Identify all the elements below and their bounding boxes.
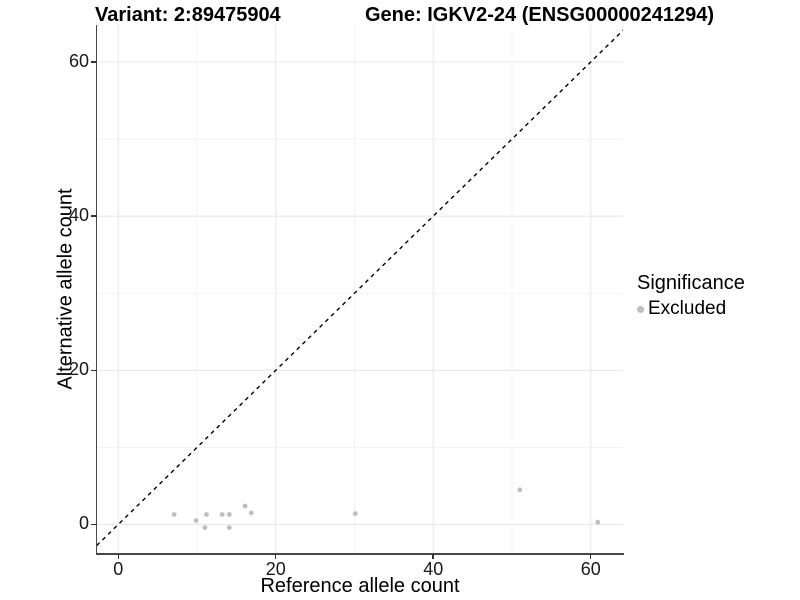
legend-item-label: Excluded	[648, 298, 727, 319]
y-tick-label: 60	[68, 50, 89, 71]
x-tick-label: 60	[580, 559, 601, 579]
y-tick-label: 20	[68, 359, 89, 380]
x-tick-mark	[117, 554, 119, 559]
plot-title-gene: Gene: IGKV2-24 (ENSG00000241294)	[365, 4, 715, 26]
legend-item-excluded: Excluded	[637, 298, 745, 320]
data-point	[248, 510, 254, 516]
x-tick-mark	[589, 554, 592, 559]
x-tick-label: 0	[113, 559, 124, 579]
y-tick-label: 0	[78, 513, 89, 534]
x-axis-line	[95, 553, 624, 555]
plot-panel	[97, 25, 623, 553]
data-point	[595, 519, 601, 525]
data-point	[226, 512, 232, 517]
x-axis-title: Reference allele count	[260, 575, 460, 597]
data-point	[517, 487, 523, 493]
data-point	[204, 512, 209, 517]
excluded-point-icon	[637, 305, 644, 313]
legend-title: Significance	[637, 272, 745, 294]
data-point	[352, 511, 358, 517]
y-tick-mark	[91, 215, 96, 217]
y-tick-mark	[91, 61, 96, 63]
y-tick-mark	[91, 523, 96, 526]
data-point	[226, 525, 232, 530]
data-point	[202, 525, 208, 530]
legend: Significance Excluded	[637, 272, 745, 320]
data-point	[219, 512, 225, 517]
plot-title-variant: Variant: 2:89475904	[95, 4, 281, 26]
data-point	[193, 518, 199, 523]
y-tick-mark	[91, 369, 96, 372]
y-tick-label: 40	[68, 205, 89, 226]
data-point	[171, 512, 177, 517]
x-tick-mark	[432, 554, 434, 559]
x-tick-mark	[274, 554, 277, 559]
x-tick-label: 20	[265, 559, 286, 579]
y-axis-line	[95, 25, 98, 555]
data-point	[242, 503, 248, 509]
x-tick-label: 40	[423, 559, 444, 579]
identity-line	[97, 29, 623, 547]
